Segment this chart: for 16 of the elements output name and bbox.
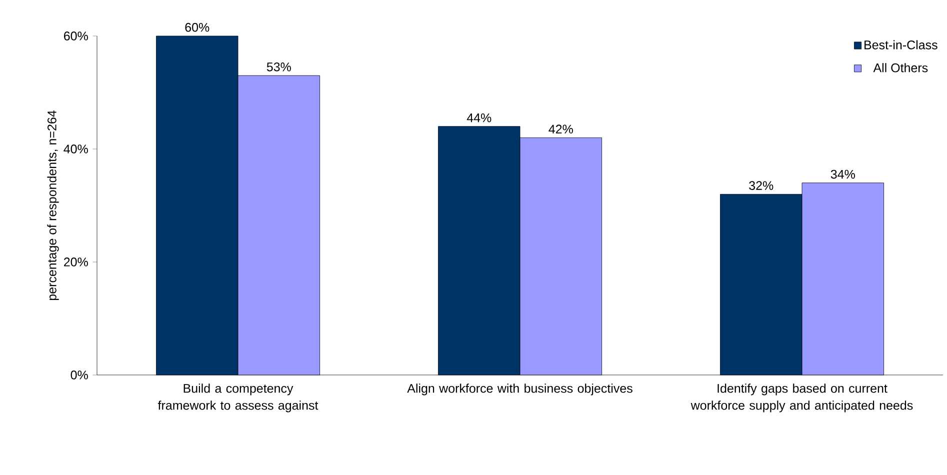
- data-label: 34%: [830, 170, 855, 179]
- y-tick-label: 60%: [64, 32, 88, 40]
- x-tick-label: Identify gaps based on current workforce supply and anticipated needs: [690, 384, 913, 412]
- legend-label: Best-in-Class: [864, 40, 938, 50]
- legend-label: All Others: [873, 63, 928, 72]
- y-tick-label: 0%: [70, 370, 88, 380]
- x-tick-label: Align workforce with business objectives: [407, 384, 632, 396]
- data-label: 53%: [266, 62, 291, 72]
- data-label: 44%: [466, 113, 492, 122]
- x-tick-label: Build a competency framework to assess against: [158, 384, 318, 412]
- data-label: 60%: [185, 22, 210, 32]
- y-tick-label: 40%: [64, 144, 88, 154]
- data-label: 42%: [548, 124, 573, 134]
- y-tick-label: 20%: [64, 258, 88, 266]
- data-label: 32%: [749, 181, 774, 190]
- y-axis-title: percentage of respondents, n=264: [47, 110, 59, 300]
